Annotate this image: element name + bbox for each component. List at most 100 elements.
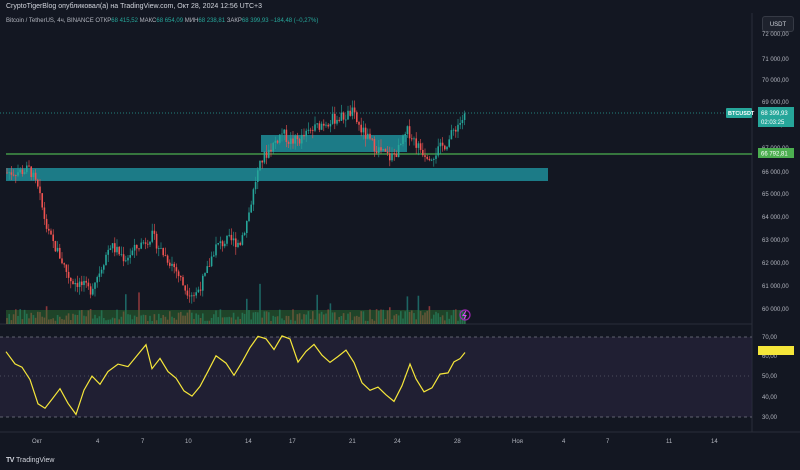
candle-body — [430, 159, 433, 161]
volume-bar — [395, 314, 398, 324]
volume-bar — [30, 312, 32, 324]
volume-bar — [461, 309, 464, 324]
lower-zone[interactable] — [6, 168, 548, 181]
symbol-name[interactable]: Bitcoin / TetherUS, 4ч, BINANCE — [6, 18, 94, 24]
rsi-line — [5, 335, 466, 416]
candle-body — [371, 138, 373, 140]
volume-bar — [61, 319, 63, 324]
candle-body — [118, 246, 120, 255]
volume-bar — [261, 317, 263, 324]
candle-body — [408, 126, 411, 139]
candle-body — [270, 149, 272, 152]
volume-bar — [301, 319, 303, 324]
time-tick: 10 — [185, 439, 192, 445]
volume-bar — [325, 313, 327, 324]
symbol-tag[interactable] — [726, 108, 752, 118]
candle-body — [338, 119, 340, 121]
candle-body — [116, 246, 118, 253]
price-tick: 72 000,00 — [762, 32, 789, 38]
volume-bar — [59, 316, 61, 324]
candle-body — [74, 282, 76, 285]
candle-body — [166, 255, 169, 263]
volume-bar — [378, 310, 380, 324]
time-tick: 14 — [245, 439, 252, 445]
volume-bar — [270, 320, 272, 324]
volume-bar — [208, 320, 211, 324]
volume-bar — [215, 310, 217, 324]
candle-body — [180, 276, 182, 278]
rsi-tick: 50,00 — [762, 374, 778, 380]
price-tick: 64 000,00 — [762, 215, 789, 221]
volume-bar — [19, 309, 21, 324]
volume-bar — [15, 309, 17, 324]
volume-bar — [349, 312, 351, 324]
volume-bar — [430, 318, 433, 324]
candle-body — [54, 241, 57, 252]
volume-bar — [166, 319, 169, 324]
event-marker-icon[interactable] — [459, 309, 471, 321]
volume-bar — [70, 320, 72, 324]
volume-bar — [226, 317, 228, 324]
candle-body — [226, 235, 228, 244]
volume-bar — [188, 309, 191, 324]
time-axis[interactable]: Окт 4 7 10 14 17 21 24 28 Ноя 4 7 11 14 — [32, 439, 718, 445]
candle-body — [298, 139, 301, 144]
price-tick: 62 000,00 — [762, 261, 789, 267]
candle-body — [127, 257, 129, 261]
candle-body — [197, 289, 200, 293]
time-tick: 14 — [711, 439, 718, 445]
time-tick: 7 — [141, 439, 145, 445]
candle-body — [422, 149, 424, 156]
volume-bar — [210, 317, 213, 324]
candle-body — [320, 123, 323, 130]
volume-bar — [250, 319, 252, 324]
volume-bar — [8, 313, 10, 324]
volume-bar — [125, 294, 127, 324]
candle-body — [184, 285, 186, 291]
volume-bar — [351, 320, 354, 324]
candle-body — [265, 151, 268, 158]
volume-bar — [252, 312, 255, 324]
candle-body — [83, 280, 85, 286]
candle-body — [15, 175, 17, 176]
candle-body — [26, 165, 28, 173]
candle-body — [89, 286, 92, 295]
candle-body — [120, 254, 123, 256]
volume-bar — [307, 311, 310, 324]
candle-body — [463, 113, 466, 120]
candle-body — [70, 277, 72, 282]
volume-bar — [397, 315, 400, 324]
tradingview-logo-icon[interactable]: TV — [6, 457, 14, 464]
brand-name: TradingView — [15, 457, 55, 464]
candle-body — [389, 153, 391, 161]
volume-bar — [408, 311, 411, 324]
volume-bar — [103, 317, 105, 324]
candle-body — [395, 153, 398, 158]
candle-body — [252, 189, 255, 205]
candle-body — [235, 238, 237, 247]
candle-body — [87, 282, 90, 287]
price-axis[interactable]: 72 000,00 71 000,00 70 000,00 69 000,00 … — [762, 32, 789, 313]
candle-body — [188, 295, 191, 297]
volume-bar — [239, 318, 241, 324]
volume-bar — [338, 317, 340, 324]
candle-body — [72, 281, 74, 285]
volume-bar — [382, 309, 384, 324]
countdown-label: 02:03:25 — [761, 120, 785, 126]
time-tick: 7 — [606, 439, 610, 445]
candle-body — [435, 155, 437, 159]
volume-bar — [413, 313, 415, 324]
currency-button[interactable]: USDT — [762, 16, 794, 32]
volume-bar — [411, 310, 413, 324]
price-tick: 63 000,00 — [762, 238, 789, 244]
candle-body — [32, 172, 35, 177]
candle-body — [360, 124, 362, 133]
candle-body — [195, 292, 197, 296]
candle-body — [294, 135, 296, 144]
candle-body — [10, 172, 13, 175]
volume-bar — [314, 319, 316, 324]
volume-bar — [444, 320, 446, 324]
rsi-axis[interactable]: 70,00 60,00 50,00 40,00 30,00 — [762, 335, 778, 421]
volume-bar — [358, 316, 360, 324]
